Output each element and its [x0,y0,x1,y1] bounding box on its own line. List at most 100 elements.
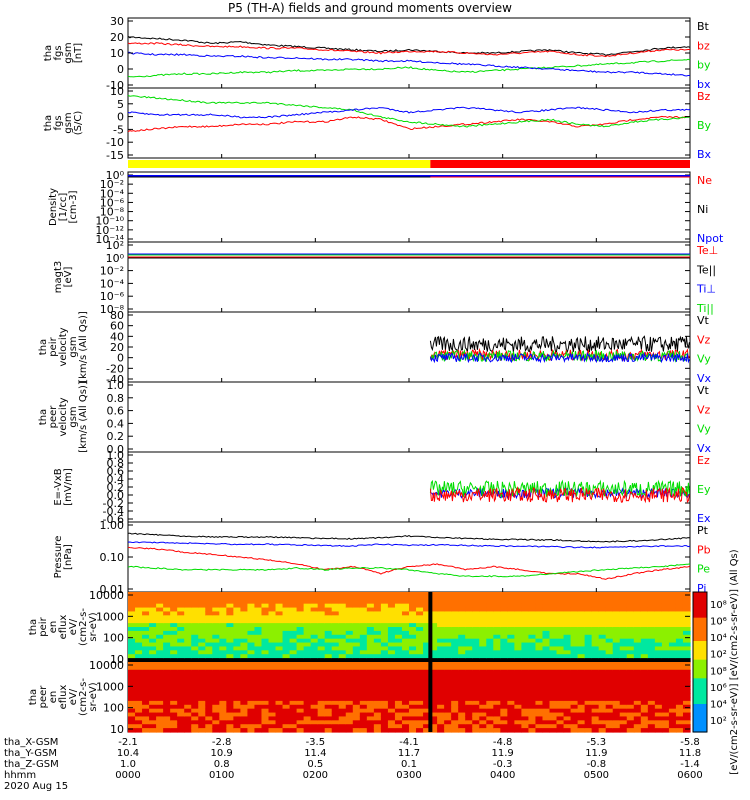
spectrogram-cell [163,708,171,714]
spectrogram-cell [458,693,466,698]
spectrogram-cell [514,728,523,733]
spectrogram-cell [647,630,656,636]
spectrogram-cell [612,592,621,597]
spectrogram-cell [359,716,368,721]
spectrogram-cell [373,669,382,675]
spectrogram-cell [352,595,361,601]
spectrogram-cell [612,677,621,683]
spectrogram-cell [416,693,424,698]
spectrogram-cell [156,658,164,663]
spectrogram-cell [577,634,586,640]
spectrogram-cell [409,619,417,624]
colorbar-swatch [693,708,707,712]
spectrogram-cell [184,595,192,601]
spectrogram-cell [675,677,684,683]
spectrogram-cell [128,704,136,710]
spectrogram-cell [423,689,431,694]
spectrogram-cell [338,615,347,620]
spectrogram-cell [521,720,530,725]
spectrogram-cell [317,615,326,620]
y-tick-label: 0.6 [107,465,125,478]
spectrogram-cell [493,650,501,655]
spectrogram-cell [289,595,298,601]
spectrogram-cell [549,665,558,671]
spectrogram-cell [198,708,206,714]
y-tick-label: 0 [117,111,124,124]
spectrogram-cell [416,654,424,659]
spectrogram-cell [205,658,213,663]
spectrogram-cell [128,720,136,725]
spectrogram-cell [205,673,213,679]
spectrogram-cell [163,638,171,644]
spectrogram-cell [584,611,593,616]
y-tick-label: 0.4 [107,417,125,430]
spectrogram-cell [135,700,143,706]
spectrogram-cell [570,607,579,613]
spectrogram-cell [626,677,635,683]
spectrogram-cell [317,634,326,640]
spectrogram-cell [458,677,466,683]
spectrogram-cell [401,615,410,620]
spectrogram-cell [472,720,480,725]
spectrogram-cell [226,720,234,725]
spectrogram-cell [233,646,242,651]
spectrogram-cell [268,638,277,644]
spectrogram-cell [507,611,515,616]
spectrogram-cell [563,627,572,632]
spectrogram-cell [149,658,157,663]
colorbar-swatch [693,620,707,623]
spectrogram-cell [437,623,445,628]
spectrogram-cell [275,669,284,675]
spectrogram-cell [226,595,234,601]
spectrogram-cell [149,700,157,706]
spectrogram-cell [493,607,501,613]
spectrogram-cell [528,627,537,632]
spectrogram-cell [401,724,410,729]
spectrogram-cell [486,654,494,659]
spectrogram-cell [142,697,150,702]
spectrogram-cell [584,634,593,640]
spectrogram-cell [240,665,249,671]
spectrogram-cell [233,619,242,624]
x-row-value: -4.1 [399,737,419,748]
spectrogram-cell [584,712,593,718]
spectrogram-cell [570,603,579,609]
spectrogram-cell [570,646,579,651]
spectrogram-cell [359,665,368,671]
x-row-value: 11.7 [398,748,420,759]
spectrogram-cell [401,611,410,616]
spectrogram-cell [226,728,234,733]
spectrogram-cell [479,677,487,683]
spectrogram-cell [324,724,333,729]
spectrogram-cell [373,654,382,659]
spectrogram-cell [289,681,298,686]
spectrogram-cell [233,669,242,675]
spectrogram-cell [331,689,340,694]
spectrogram-cell [556,685,565,690]
spectrogram-cell [528,630,537,636]
spectrogram-cell [261,592,270,597]
spectrogram-cell [296,700,305,706]
spectrogram-cell [549,728,558,733]
spectrogram-cell [437,595,445,601]
spectrogram-cell [303,697,312,702]
spectrogram-cell [493,720,501,725]
spectrogram-cell [352,716,361,721]
spectrogram-cell [563,681,572,686]
spectrogram-cell [444,689,452,694]
spectrogram-cell [352,599,361,605]
spectrogram-cell [282,650,291,655]
spectrogram-cell [317,685,326,690]
spectrogram-cell [317,646,326,651]
spectrogram-cell [507,665,515,671]
spectrogram-cell [458,704,466,710]
spectrogram-cell [156,654,164,659]
spectrogram-cell [605,728,614,733]
spectrogram-cell [296,619,305,624]
spectrogram-cell [184,599,192,605]
spectrogram-cell [479,642,487,648]
spectrogram-cell [212,615,220,620]
spectrogram-cell [535,700,544,706]
spectrogram-cell [324,693,333,698]
spectrogram-cell [373,634,382,640]
